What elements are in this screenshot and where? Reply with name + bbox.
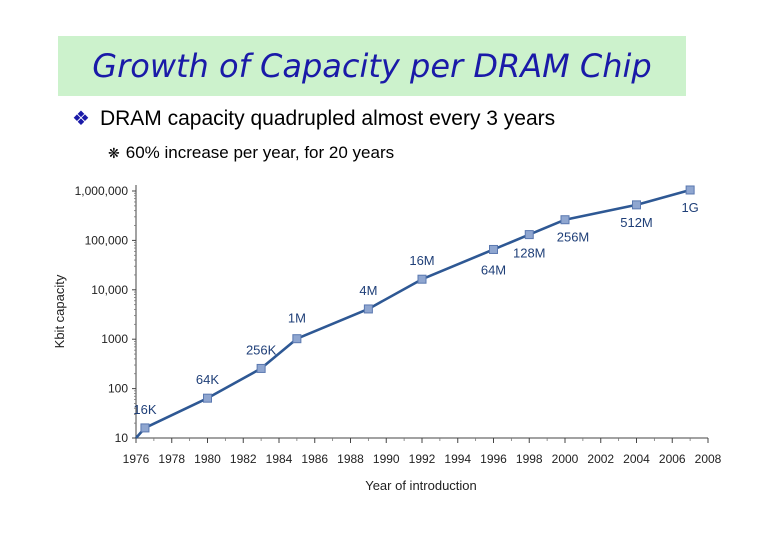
x-tick-label: 1998 [516,452,543,466]
data-point [363,304,373,314]
y-tick-label: 100,000 [85,233,129,247]
bullet-1-text: DRAM capacity quadrupled almost every 3 … [99,106,556,130]
bullet-2: ❋ 60% increase per year, for 20 years [108,143,394,163]
y-tick-label: 10,000 [91,283,128,297]
data-label: 512M [620,215,653,230]
y-tick-label: 1000 [101,332,128,346]
bullet-1: ❖ DRAM capacity quadrupled almost every … [72,106,555,131]
data-point [292,334,302,344]
slide-title: Growth of Capacity per DRAM Chip [92,47,652,85]
bullet-2-text: 60% increase per year, for 20 years [125,143,395,162]
title-banner: Growth of Capacity per DRAM Chip [58,36,686,96]
x-tick-label: 1988 [337,452,364,466]
diamond-bullet-icon: ❖ [72,108,90,130]
data-label: 1M [288,311,306,326]
data-point [560,215,570,225]
y-axis-label: Kbit capacity [52,274,67,348]
data-point [140,423,150,433]
x-tick-label: 1992 [409,452,436,466]
data-point [256,363,266,373]
x-tick-label: 2002 [587,452,614,466]
data-label: 64M [481,262,506,277]
x-tick-label: 2004 [623,452,650,466]
y-tick-label: 100 [108,382,128,396]
x-tick-label: 2008 [695,452,722,466]
data-point [524,230,534,240]
data-label: 16K [133,402,156,417]
data-label: 128M [513,246,546,261]
x-tick-label: 2006 [659,452,686,466]
data-point [685,185,695,195]
data-label: 4M [359,283,377,298]
data-label: 1G [681,200,698,215]
y-tick-label: 1,000,000 [75,184,129,198]
x-axis-label: Year of introduction [365,478,477,493]
data-point [632,200,641,210]
x-tick-label: 1980 [194,452,221,466]
data-label: 16M [409,253,434,268]
data-label: 64K [196,372,219,387]
data-label: 256M [557,230,590,245]
x-tick-label: 1990 [373,452,400,466]
x-tick-label: 1984 [266,452,293,466]
x-tick-label: 1994 [444,452,471,466]
x-tick-label: 1996 [480,452,507,466]
asterisk-bullet-icon: ❋ [108,144,120,161]
data-point [489,244,498,254]
x-tick-label: 1982 [230,452,257,466]
data-label: 256K [246,342,277,357]
x-tick-label: 1978 [158,452,185,466]
data-point [417,274,427,284]
x-tick-label: 1976 [123,452,150,466]
data-point [203,393,212,403]
x-tick-label: 1986 [301,452,328,466]
x-tick-label: 2000 [552,452,579,466]
series-line [135,188,691,439]
y-tick-label: 10 [115,431,129,445]
